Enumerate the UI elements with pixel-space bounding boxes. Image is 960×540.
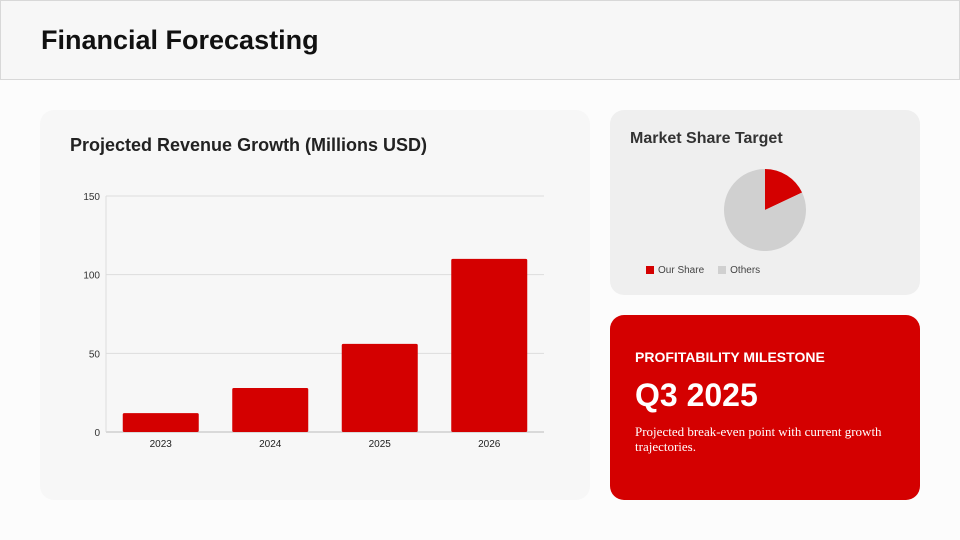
milestone-value: Q3 2025 [635, 377, 758, 413]
pie-legend: Our Share Others [646, 265, 760, 276]
legend-swatch [646, 266, 654, 274]
market-share-card: Market Share Target Our Share Others [610, 110, 920, 295]
legend-label: Our Share [658, 265, 705, 276]
pie-slice-our-share [765, 169, 803, 210]
y-tick-label: 0 [94, 428, 100, 439]
x-tick-label: 2025 [369, 439, 392, 450]
header: Financial Forecasting [0, 0, 960, 80]
milestone-label: PROFITABILITY MILESTONE [635, 349, 825, 365]
bar-2024 [232, 387, 309, 432]
legend-label: Others [730, 265, 761, 276]
y-tick-label: 50 [89, 349, 101, 360]
bar-2023 [122, 413, 199, 432]
milestone-card: PROFITABILITY MILESTONE Q3 2025 Projecte… [610, 315, 920, 500]
revenue-chart-title: Projected Revenue Growth (Millions USD) [70, 135, 428, 155]
x-tick-label: 2023 [150, 439, 173, 450]
market-share-title: Market Share Target [630, 130, 783, 147]
y-tick-label: 150 [83, 192, 100, 203]
bar-2026 [451, 258, 528, 432]
bar-2025 [341, 343, 418, 432]
y-tick-label: 100 [83, 271, 100, 282]
market-share-pie [724, 169, 806, 251]
page-title: Financial Forecasting [41, 25, 319, 55]
x-tick-label: 2024 [259, 439, 282, 450]
legend-item-our-share: Our Share [646, 265, 704, 276]
milestone-description: Projected break-even point with current … [635, 424, 882, 454]
legend-item-others: Others [718, 265, 760, 276]
legend-swatch [718, 266, 727, 274]
pie-slice-others [724, 169, 806, 251]
x-tick-label: 2026 [478, 439, 501, 450]
